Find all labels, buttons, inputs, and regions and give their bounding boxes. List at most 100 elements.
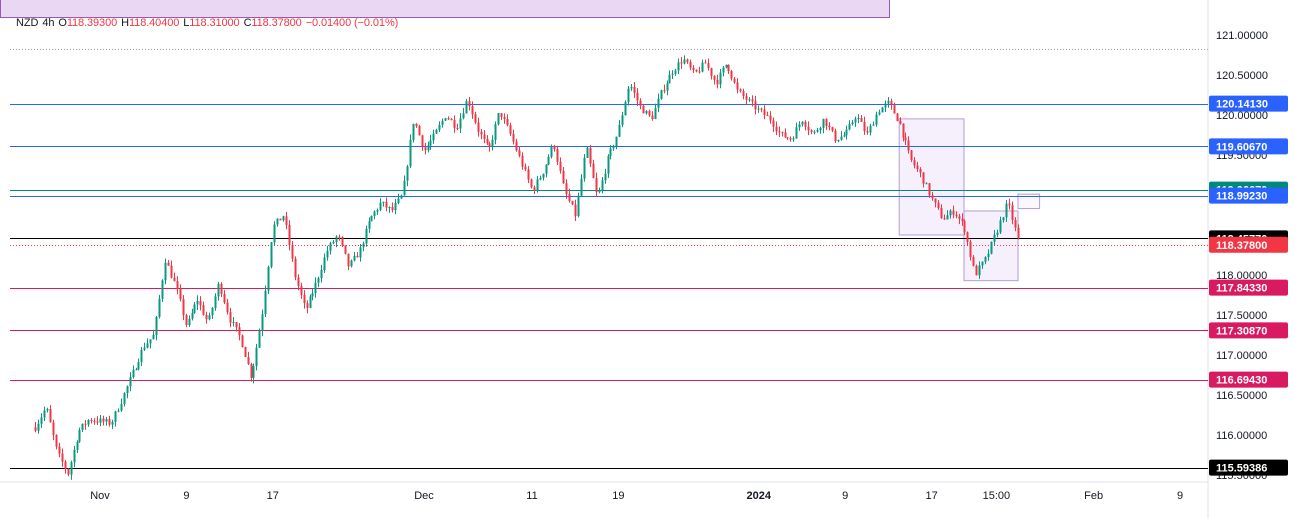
- candle-body: [772, 120, 775, 127]
- candle-body: [907, 140, 910, 151]
- low-label: L: [183, 17, 190, 29]
- candle-body: [978, 265, 981, 276]
- price-tick-label: 116.00000: [1216, 430, 1267, 442]
- candle-body: [1002, 217, 1005, 221]
- candle-body: [379, 202, 382, 210]
- header-bar: [0, 0, 890, 18]
- candle-body: [291, 244, 294, 259]
- candle-body: [288, 224, 291, 245]
- candle-body: [188, 318, 191, 326]
- candle-body: [722, 67, 725, 73]
- candle-body: [158, 298, 161, 318]
- candle-body: [657, 98, 660, 108]
- candle-body: [692, 67, 695, 70]
- candle-body: [539, 177, 542, 180]
- candle-body: [1011, 205, 1014, 221]
- candle-body: [848, 123, 851, 130]
- symbol-label[interactable]: NZD: [16, 17, 39, 29]
- candle-body: [220, 283, 223, 294]
- candle-body: [618, 124, 621, 137]
- candle-body: [515, 141, 518, 151]
- candle-body: [486, 138, 489, 144]
- time-tick-label: Feb: [1084, 490, 1103, 502]
- candle-body: [993, 234, 996, 242]
- candle-body: [152, 334, 155, 340]
- candle-body: [987, 253, 990, 258]
- candle-body: [884, 103, 887, 108]
- candle-body: [828, 125, 831, 128]
- candle-body: [465, 101, 468, 114]
- candle-body: [934, 198, 937, 203]
- candle-body: [137, 362, 140, 370]
- candle-body: [633, 87, 636, 93]
- candle-body: [323, 257, 326, 271]
- candle-body: [462, 113, 465, 119]
- candle-body: [424, 147, 427, 151]
- candle-body: [763, 109, 766, 116]
- candle-body: [636, 92, 639, 101]
- candle-body: [376, 209, 379, 212]
- candle-body: [37, 423, 40, 431]
- candle-body: [309, 296, 312, 308]
- candle-body: [896, 113, 899, 122]
- candle-body: [226, 302, 229, 313]
- candle-body: [893, 104, 896, 114]
- candle-body: [701, 62, 704, 72]
- candle-body: [604, 173, 607, 181]
- candle-body: [984, 257, 987, 262]
- candle-body: [43, 410, 46, 418]
- time-tick-label: 11: [526, 490, 537, 502]
- candle-body: [592, 163, 595, 179]
- candle-body: [645, 110, 648, 114]
- candle-body: [553, 146, 556, 150]
- interval-label[interactable]: 4h: [42, 17, 55, 29]
- open-label: O: [58, 17, 67, 29]
- candle-body: [792, 138, 795, 140]
- candle-body: [338, 236, 341, 238]
- candle-body: [612, 146, 615, 149]
- candle-body: [397, 198, 400, 204]
- candle-body: [96, 421, 99, 423]
- candle-body: [114, 411, 117, 422]
- candle-body: [969, 241, 972, 258]
- candle-body: [754, 101, 757, 110]
- candle-body: [314, 282, 317, 294]
- candle-body: [438, 124, 441, 130]
- candle-body: [149, 339, 152, 344]
- candle-body: [952, 210, 955, 215]
- candle-body: [282, 216, 285, 221]
- candle-body: [388, 206, 391, 208]
- price-level-tag-label: 118.37800: [1216, 240, 1267, 252]
- candle-body: [719, 72, 722, 85]
- time-tick-label: 2024: [747, 490, 772, 502]
- candle-body: [627, 88, 630, 102]
- candle-body: [928, 183, 931, 196]
- candle-body: [902, 123, 905, 138]
- candle-body: [173, 277, 176, 282]
- candle-body: [651, 115, 654, 120]
- candle-body: [648, 110, 651, 116]
- candle-body: [64, 461, 67, 469]
- candle-body: [205, 314, 208, 320]
- candle-body: [925, 183, 928, 185]
- price-level-tag: [1209, 138, 1288, 155]
- candle-body: [1017, 227, 1020, 239]
- candle-body: [786, 137, 789, 139]
- candle-body: [574, 204, 577, 217]
- candle-body: [58, 446, 61, 454]
- candle-body: [710, 68, 713, 76]
- low-value: 118.31000: [189, 17, 240, 29]
- candle-body: [940, 207, 943, 219]
- candle-body: [129, 377, 132, 387]
- high-value: 118.40400: [128, 17, 180, 29]
- candle-body: [916, 165, 919, 170]
- candle-body: [250, 363, 253, 378]
- candle-body: [161, 280, 164, 299]
- candle-body: [725, 64, 728, 68]
- candle-body: [890, 100, 893, 105]
- candle-body: [795, 127, 798, 139]
- candle-body: [241, 335, 244, 348]
- candle-body: [748, 99, 751, 101]
- price-tick-label: 117.00000: [1216, 350, 1267, 362]
